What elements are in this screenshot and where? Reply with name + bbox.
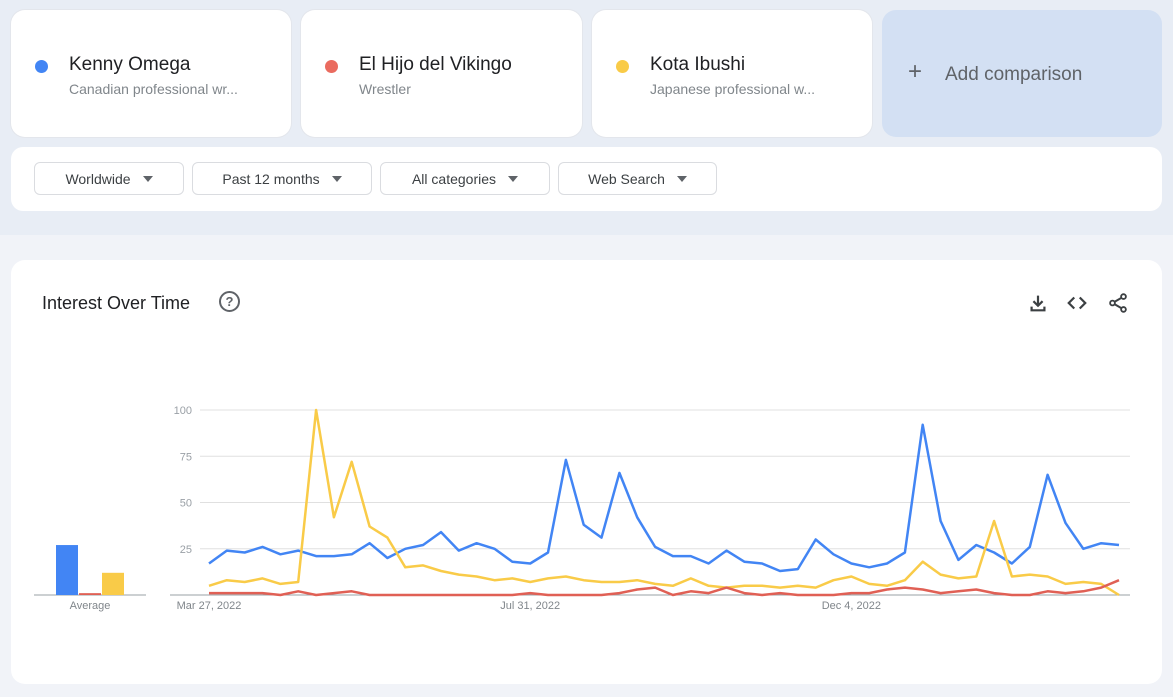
term-card-0[interactable]: Kenny Omega Canadian professional wr...: [11, 10, 291, 137]
caret-down-icon: [508, 175, 519, 182]
location-dropdown[interactable]: Worldwide: [34, 162, 184, 195]
interest-over-time-card: Interest Over Time ?: [11, 260, 1162, 684]
caret-down-icon: [142, 175, 153, 182]
dropdown-label: Past 12 months: [222, 170, 320, 187]
dropdown-label: Worldwide: [65, 170, 131, 187]
help-icon[interactable]: ?: [219, 291, 240, 312]
series-color-dot: [35, 60, 48, 73]
term-description: Wrestler: [359, 81, 411, 97]
term-name: Kenny Omega: [69, 54, 191, 75]
caret-down-icon: [676, 175, 687, 182]
filter-bar: Worldwide Past 12 months All categories …: [11, 147, 1162, 211]
caret-down-icon: [331, 175, 342, 182]
dropdown-label: All categories: [411, 170, 497, 187]
term-name: El Hijo del Vikingo: [359, 54, 512, 75]
download-icon[interactable]: [1027, 292, 1049, 314]
search-type-dropdown[interactable]: Web Search: [558, 162, 717, 195]
term-card-1[interactable]: El Hijo del Vikingo Wrestler: [301, 10, 582, 137]
share-icon[interactable]: [1107, 292, 1129, 314]
time-range-dropdown[interactable]: Past 12 months: [192, 162, 372, 195]
plus-icon: +: [908, 58, 923, 85]
term-description: Japanese professional w...: [650, 81, 815, 97]
term-description: Canadian professional wr...: [69, 81, 238, 97]
add-comparison-label: Add comparison: [945, 64, 1083, 85]
category-dropdown[interactable]: All categories: [380, 162, 550, 195]
dropdown-label: Web Search: [588, 170, 665, 187]
series-color-dot: [616, 60, 629, 73]
term-card-2[interactable]: Kota Ibushi Japanese professional w...: [592, 10, 872, 137]
add-comparison-button[interactable]: + Add comparison: [882, 10, 1162, 137]
embed-code-icon[interactable]: [1066, 292, 1088, 314]
term-name: Kota Ibushi: [650, 54, 746, 75]
chart-title: Interest Over Time: [42, 293, 191, 313]
series-color-dot: [325, 60, 338, 73]
